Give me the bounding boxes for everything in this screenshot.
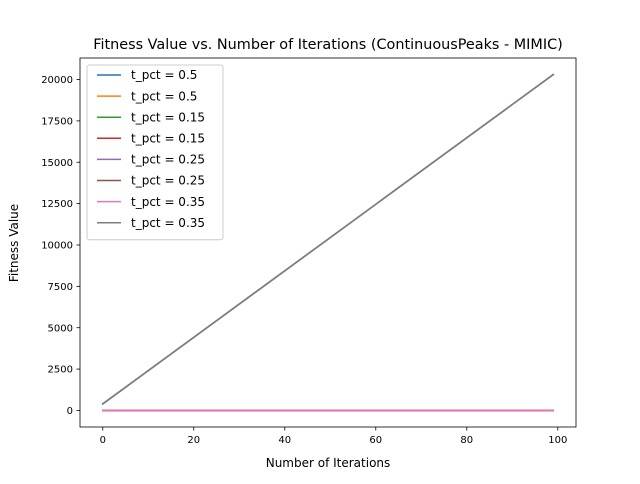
series-line-8 (101, 73, 555, 405)
y-tick-label: 17500 (41, 116, 73, 127)
y-axis-label: Fitness Value (7, 204, 21, 282)
y-tick-label: 12500 (41, 199, 73, 210)
legend: t_pct = 0.5 t_pct = 0.5 t_pct = 0.15 t_pct … (86, 64, 224, 241)
y-tick-label: 5000 (48, 323, 73, 334)
legend-label-4: t_pct = 0.15 (131, 132, 205, 146)
x-tick-label: 80 (460, 435, 473, 446)
legend-label-8: t_pct = 0.35 (131, 216, 205, 230)
legend-label-1: t_pct = 0.5 (131, 68, 197, 82)
x-axis-label: Number of Iterations (266, 456, 391, 470)
y-tick-label: 7500 (48, 282, 73, 293)
y-tick-label: 2500 (48, 365, 73, 376)
y-axis: 0 2500 5000 7500 10000 12500 15000 17500 20000 (41, 75, 80, 417)
x-tick-label: 20 (187, 435, 200, 446)
legend-frame (86, 64, 224, 241)
legend-label-3: t_pct = 0.15 (131, 110, 205, 124)
x-tick-label: 40 (278, 435, 291, 446)
plot-frame (79, 57, 577, 428)
legend-label-7: t_pct = 0.35 (131, 195, 205, 209)
y-tick-label: 20000 (41, 75, 73, 86)
x-tick-label: 60 (369, 435, 382, 446)
chart-title: Fitness Value vs. Number of Iterations (… (93, 37, 563, 53)
y-tick-label: 15000 (41, 158, 73, 169)
plot-area (79, 57, 577, 428)
x-axis: 0 20 40 60 80 100 (100, 427, 567, 446)
legend-label-2: t_pct = 0.5 (131, 89, 197, 103)
x-tick-label: 0 (100, 435, 106, 446)
y-tick-label: 0 (67, 406, 73, 417)
y-tick-label: 10000 (41, 241, 73, 252)
legend-label-5: t_pct = 0.25 (131, 153, 205, 167)
legend-label-6: t_pct = 0.25 (131, 174, 205, 188)
x-tick-label: 100 (548, 435, 567, 446)
